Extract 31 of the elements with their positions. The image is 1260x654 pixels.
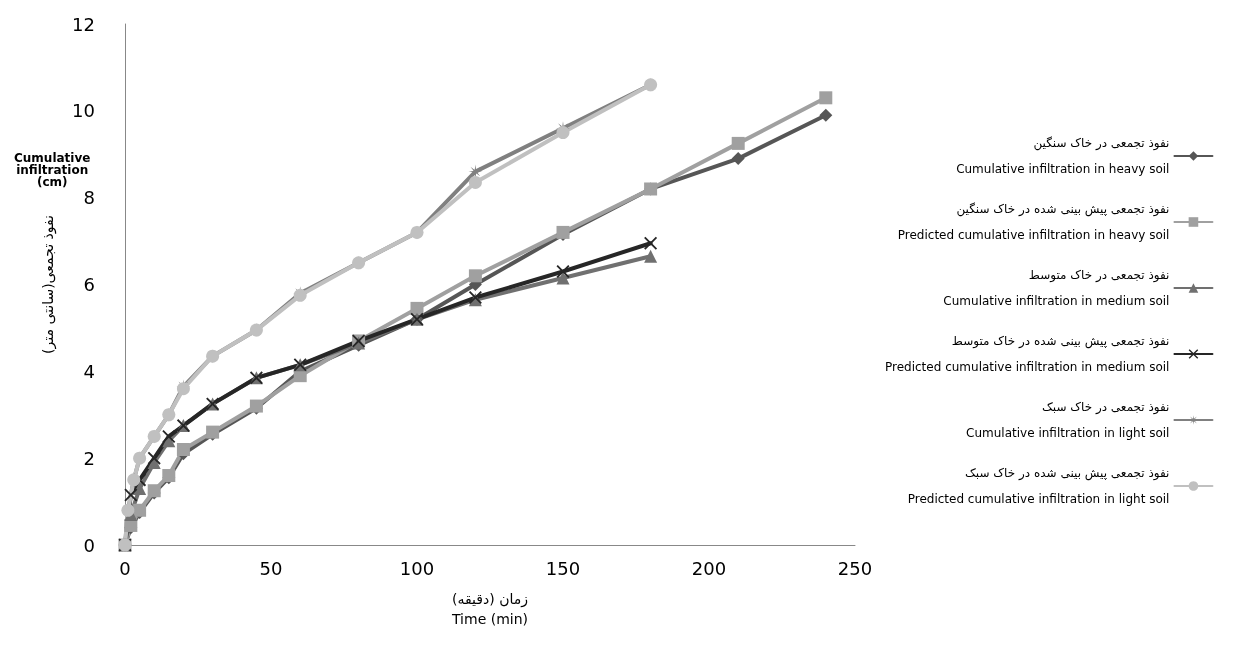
point (819, 108, 833, 122)
point (162, 429, 176, 443)
point (556, 126, 570, 140)
point (133, 482, 147, 496)
point (147, 451, 161, 465)
point (819, 91, 833, 105)
point (644, 249, 658, 263)
text: Cumulative infiltration (cm) (14, 151, 91, 189)
y-tick-label: 10 (72, 100, 95, 122)
x-tick-label: 50 (259, 557, 283, 579)
point (644, 236, 658, 250)
point (468, 269, 482, 283)
y-tick-label: 6 (83, 274, 95, 295)
x-tick-label: 250 (837, 557, 873, 579)
x-tick-label: 0 (119, 557, 131, 579)
y-tick-label: 0 (83, 534, 95, 556)
y-tick-label: 8 (83, 187, 95, 209)
point (176, 442, 190, 456)
x-tick-label: 200 (691, 557, 727, 579)
point (556, 271, 570, 285)
x-tick-label: 100 (399, 557, 435, 579)
point (468, 175, 482, 189)
x-tick-label: 150 (545, 557, 581, 579)
point (124, 488, 138, 502)
point (731, 136, 745, 150)
y-tick-label: 4 (83, 360, 95, 382)
point (731, 152, 745, 166)
point (410, 301, 424, 315)
y-tick-label: 2 (83, 447, 95, 469)
y-tick-label: 12 (72, 13, 95, 35)
y-axis-title: نفوذ تجمعی(سانتی متر) (40, 215, 57, 354)
